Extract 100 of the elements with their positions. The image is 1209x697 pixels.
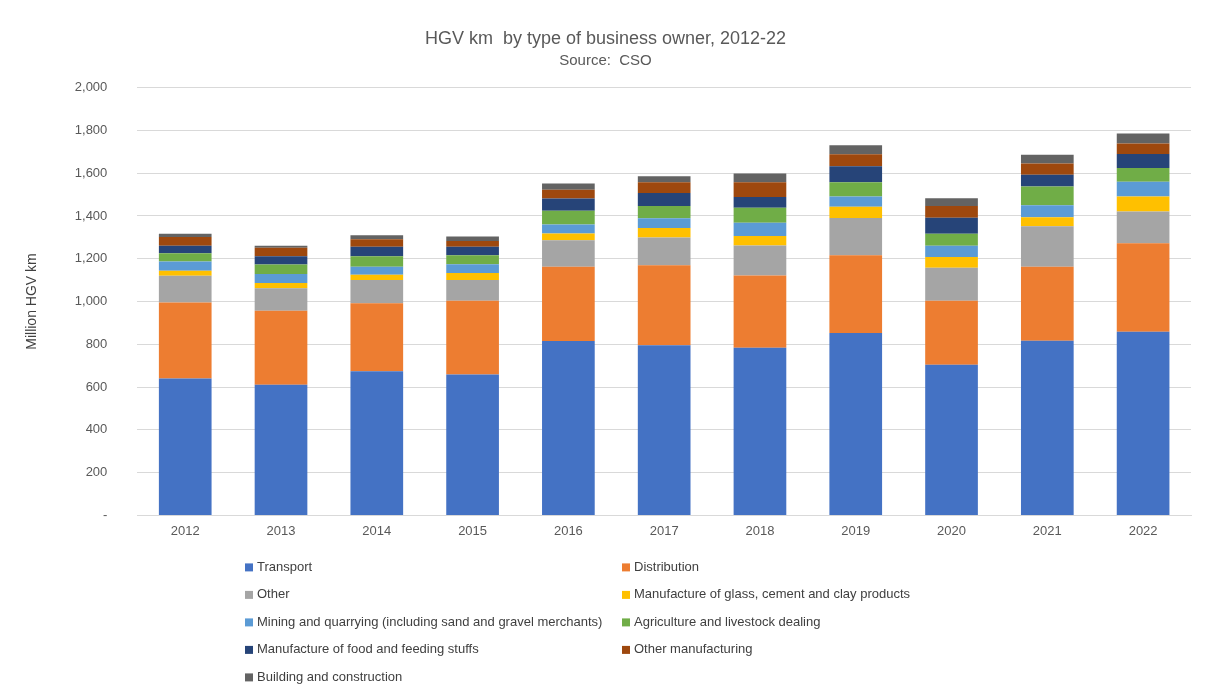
bar bbox=[254, 247, 308, 257]
bar bbox=[637, 345, 691, 515]
bar bbox=[637, 227, 691, 238]
bar bbox=[254, 288, 308, 311]
bar bbox=[158, 237, 212, 246]
legend-label: Other manufacturing bbox=[634, 641, 753, 657]
bar bbox=[350, 239, 404, 247]
bar bbox=[158, 253, 212, 262]
x-tick-label: 2020 bbox=[937, 522, 966, 538]
legend-label: Transport bbox=[257, 558, 313, 574]
bar bbox=[1116, 211, 1170, 244]
bar bbox=[1020, 266, 1074, 341]
bar bbox=[733, 245, 787, 276]
bar bbox=[542, 341, 595, 515]
y-tick-label: 1,000 bbox=[74, 293, 108, 309]
x-tick-label: 2014 bbox=[362, 522, 392, 538]
bar bbox=[733, 207, 787, 223]
bar bbox=[925, 217, 978, 234]
bar bbox=[829, 145, 883, 155]
bar bbox=[733, 222, 787, 237]
bar bbox=[350, 279, 404, 304]
bar bbox=[829, 196, 883, 207]
y-tick-label: 1,600 bbox=[74, 164, 108, 180]
bar bbox=[158, 378, 212, 515]
legend-label: Manufacture of glass, cement and clay products bbox=[634, 586, 911, 602]
bar bbox=[542, 210, 595, 225]
bar bbox=[925, 233, 978, 246]
bar bbox=[254, 256, 308, 265]
y-axis-title: Million HGV km bbox=[23, 253, 40, 350]
bar bbox=[350, 371, 404, 515]
bar bbox=[829, 218, 883, 256]
bar bbox=[446, 246, 499, 256]
bar bbox=[446, 236, 499, 241]
bar bbox=[733, 173, 787, 183]
bar bbox=[637, 206, 691, 219]
legend-label: Other bbox=[257, 586, 291, 602]
y-tick-label: 200 bbox=[85, 464, 108, 480]
bar bbox=[446, 240, 499, 247]
y-tick-label: 1,200 bbox=[74, 250, 108, 266]
bar bbox=[829, 206, 883, 219]
x-tick-label: 2022 bbox=[1128, 522, 1158, 538]
bar bbox=[1116, 153, 1170, 169]
bar bbox=[925, 206, 978, 218]
bar bbox=[446, 374, 499, 515]
bar bbox=[446, 279, 499, 301]
y-tick-label: 800 bbox=[85, 335, 108, 351]
bar bbox=[925, 300, 978, 365]
x-tick-label: 2016 bbox=[553, 522, 583, 538]
bar bbox=[1020, 186, 1074, 206]
bar bbox=[350, 256, 404, 267]
bar bbox=[446, 300, 499, 375]
bar bbox=[1020, 163, 1074, 175]
bar bbox=[1116, 133, 1170, 144]
bar bbox=[733, 197, 787, 208]
bar bbox=[1116, 143, 1170, 154]
bar bbox=[542, 233, 595, 241]
bar bbox=[254, 310, 308, 385]
x-tick-label: 2019 bbox=[841, 522, 871, 538]
x-tick-label: 2017 bbox=[649, 522, 679, 538]
bar bbox=[350, 274, 404, 280]
bar bbox=[158, 302, 212, 379]
bar bbox=[1020, 217, 1074, 227]
bar bbox=[637, 193, 691, 207]
bar bbox=[733, 236, 787, 246]
bar bbox=[542, 240, 595, 267]
x-tick-label: 2015 bbox=[458, 522, 488, 538]
bar bbox=[1116, 243, 1170, 332]
bar bbox=[1020, 154, 1074, 164]
bar bbox=[733, 275, 787, 348]
bar bbox=[1116, 331, 1170, 515]
bar bbox=[158, 261, 212, 271]
y-tick-label: 2,000 bbox=[74, 79, 108, 95]
bar bbox=[637, 265, 691, 346]
bar bbox=[254, 264, 308, 275]
bar bbox=[254, 245, 308, 248]
bar bbox=[1116, 196, 1170, 212]
y-tick-label: 400 bbox=[85, 421, 108, 437]
bar bbox=[446, 264, 499, 274]
bar bbox=[733, 182, 787, 198]
bar bbox=[1116, 181, 1170, 197]
x-tick-label: 2013 bbox=[266, 522, 296, 538]
legend-label: Mining and quarrying (including sand and gravel merchants) bbox=[257, 613, 603, 629]
legend-label: Agriculture and livestock dealing bbox=[634, 613, 821, 629]
bar bbox=[254, 283, 308, 289]
bar bbox=[1020, 340, 1074, 515]
y-tick-label: 1,800 bbox=[74, 121, 108, 137]
bar bbox=[542, 224, 595, 234]
bar bbox=[350, 235, 404, 240]
bar bbox=[925, 245, 978, 258]
bar bbox=[925, 257, 978, 268]
bar bbox=[446, 255, 499, 265]
bar bbox=[637, 182, 691, 194]
bar bbox=[254, 274, 308, 284]
bar bbox=[637, 218, 691, 228]
bar bbox=[1020, 174, 1074, 187]
bar bbox=[158, 270, 212, 276]
bar bbox=[446, 273, 499, 280]
y-tick-label: 600 bbox=[85, 378, 108, 394]
bar bbox=[925, 198, 978, 207]
y-tick-label: 1,400 bbox=[74, 207, 108, 223]
